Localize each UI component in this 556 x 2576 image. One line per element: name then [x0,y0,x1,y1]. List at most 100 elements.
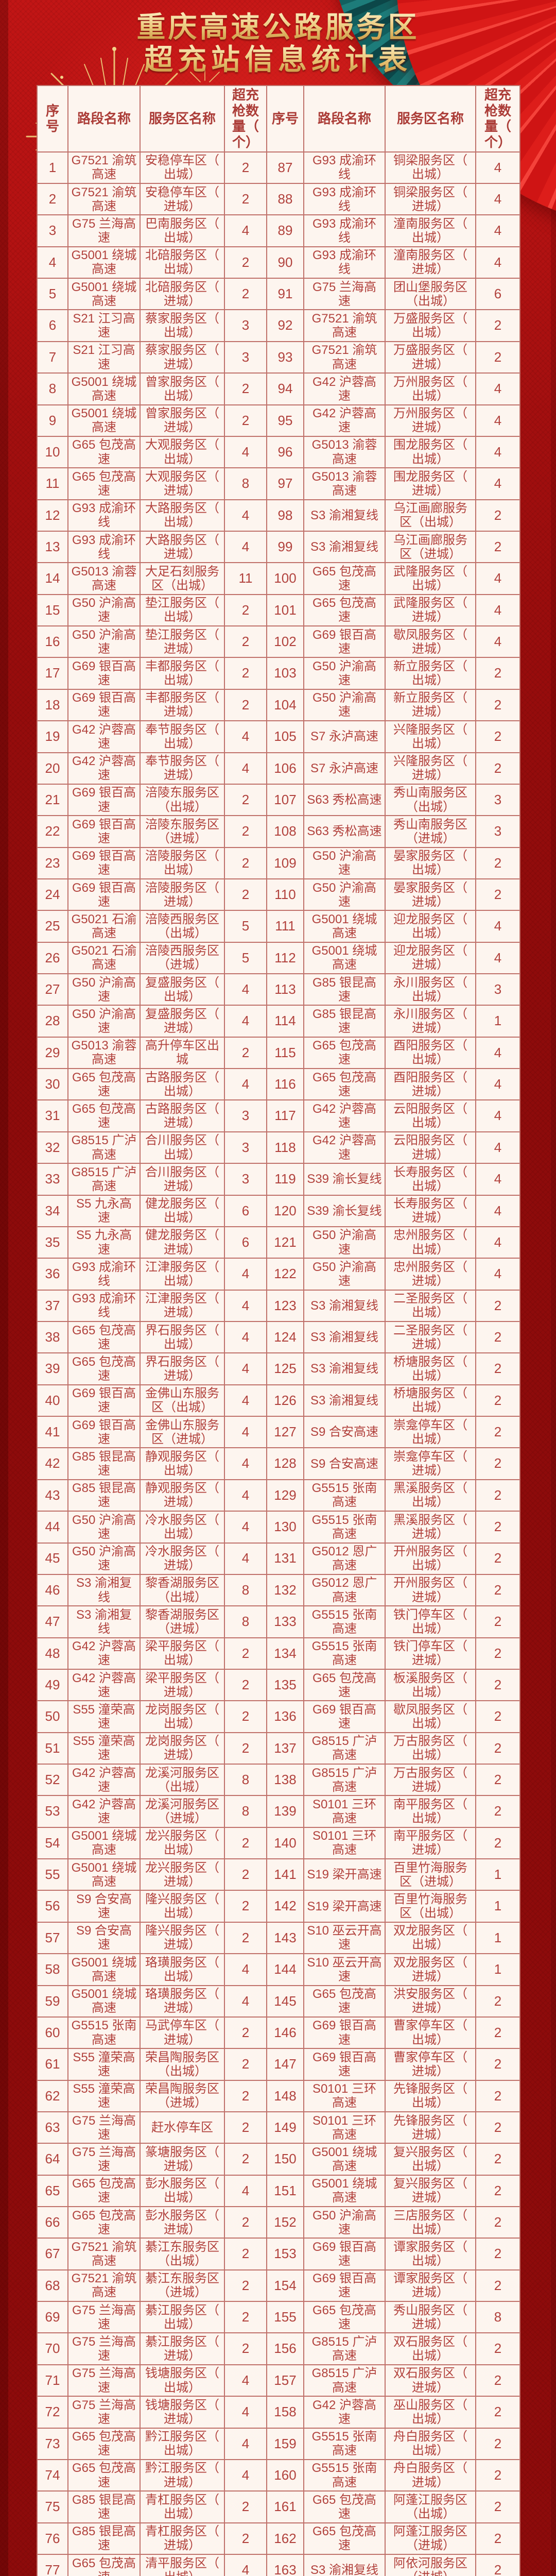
road-name: G50 沪渝高速 [303,688,386,722]
road-name: G75 兰海高速 [303,278,386,311]
road-name: G50 沪渝高速 [303,1226,386,1259]
table-row: 45 G50 沪渝高速 冷水服务区（进城） 4 131 G5012 恩广高速 开州服务区（出… [37,1542,520,1575]
area-name: 曾家服务区（出城） [140,372,225,405]
row-no: 142 [266,1890,304,1923]
row-no: 54 [37,1826,68,1860]
table-row: 36 G93 成渝环线 江津服务区（出城） 4 122 G50 沪渝高速 忠州服务区（进城）… [37,1258,520,1291]
gun-count: 2 [224,2206,267,2239]
area-name: 黎香湖服务区（出城） [140,1573,225,1607]
road-name: S0101 三环高速 [303,2111,386,2144]
road-name: G93 成渝环线 [67,499,141,532]
gun-count: 2 [224,2048,267,2081]
road-name: S63 秀松高速 [303,815,386,848]
road-name: G42 沪蓉高速 [303,404,386,437]
gun-count: 5 [224,910,267,943]
gun-count: 2 [224,594,267,627]
area-name: 綦江东服务区（进城） [140,2269,225,2302]
gun-count: 4 [224,2396,267,2429]
area-name: 马武停车区（进城） [140,2016,225,2049]
road-name: S39 渝长复线 [303,1194,386,1227]
gun-count: 4 [224,1447,267,1480]
area-name: 南平服务区（进城） [385,1826,476,1860]
area-name: 曹家停车区（出城） [385,2016,476,2049]
road-name: S0101 三环高速 [303,1795,386,1828]
road-name: G65 包茂高速 [303,2522,386,2555]
row-no: 42 [37,1447,68,1480]
gun-count: 2 [224,846,267,879]
table-row: 17 G69 银百高速 丰都服务区（出城） 2 103 G50 沪渝高速 新立服务区（出城）… [37,657,520,690]
row-no: 8 [37,372,68,405]
area-name: 金佛山东服务区（进城） [140,1416,225,1449]
gun-count: 2 [475,2079,520,2112]
road-name: S10 巫云开高速 [303,1953,386,1986]
row-no: 119 [266,1163,304,1196]
table-row: 73 G65 包茂高速 黔江服务区（出城） 4 159 G5515 张南高速 舟白服务区（出… [37,2427,520,2460]
row-no: 68 [37,2269,68,2302]
gun-count: 3 [475,815,520,848]
road-name: G7521 渝筑高速 [67,2269,141,2302]
row-no: 41 [37,1416,68,1449]
area-name: 冷水服务区（出城） [140,1511,225,1544]
row-no: 113 [266,973,304,1006]
row-no: 138 [266,1764,304,1797]
gun-count: 4 [224,1005,267,1038]
gun-count: 4 [224,1416,267,1449]
road-name: G69 银百高速 [303,2016,386,2049]
area-name: 涪陵服务区（出城） [140,846,225,879]
road-name: G50 沪渝高速 [303,846,386,879]
road-name: S7 永泸高速 [303,720,386,753]
gun-count: 2 [475,2332,520,2365]
gun-count: 3 [224,1163,267,1196]
road-name: G5515 张南高速 [303,2459,386,2492]
row-no: 134 [266,1637,304,1670]
gun-count: 2 [475,1605,520,1638]
table-row: 8 G5001 绕城高速 曾家服务区（出城） 2 94 G42 沪蓉高速 万州服务区（出城）… [37,372,520,405]
row-no: 46 [37,1573,68,1607]
gun-count: 4 [475,1068,520,1101]
table-row: 32 G8515 广泸高速 合川服务区（出城） 3 118 G42 沪蓉高速 云阳服务区（进… [37,1131,520,1164]
road-name: G7521 渝筑高速 [67,151,141,184]
road-name: G7521 渝筑高速 [303,309,386,342]
row-no: 133 [266,1605,304,1638]
row-no: 145 [266,1985,304,2018]
row-no: 90 [266,246,304,279]
row-no: 151 [266,2174,304,2208]
road-name: G42 沪蓉高速 [67,720,141,753]
gun-count: 4 [224,1479,267,1512]
gun-count: 4 [475,1036,520,1070]
road-name: G93 成渝环线 [303,183,386,216]
gun-count: 2 [475,2206,520,2239]
road-name: G42 沪蓉高速 [67,1668,141,1702]
road-name: G65 包茂高速 [303,1036,386,1070]
road-name: G42 沪蓉高速 [303,2396,386,2429]
area-name: 巫山服务区（出城） [385,2396,476,2429]
row-no: 123 [266,1289,304,1322]
gun-count: 2 [224,151,267,184]
road-name: G75 兰海高速 [67,2301,141,2334]
row-no: 107 [266,783,304,817]
table-row: 44 G50 沪渝高速 冷水服务区（出城） 4 130 G5515 张南高速 黑溪服务区（进… [37,1511,520,1544]
area-name: 金佛山东服务区（出城） [140,1384,225,1417]
table-row: 34 S5 九永高速 健龙服务区（出城） 6 120 S39 渝长复线 长寿服务区（进城） 4 [37,1194,520,1227]
gun-count: 2 [224,2016,267,2049]
row-no: 139 [266,1795,304,1828]
row-no: 3 [37,214,68,247]
table-row: 40 G69 银百高速 金佛山东服务区（出城） 4 126 S3 渝湘复线 桥塘服务区（出城… [37,1384,520,1417]
table-row: 14 G5013 渝蓉高速 大足石刻服务区（出城） 11 100 G65 包茂高速 武隆服务… [37,562,520,595]
area-name: 酉阳服务区（进城） [385,1068,476,1101]
row-no: 44 [37,1511,68,1544]
area-name: 崇龛停车区（进城） [385,1447,476,1480]
road-name: G7521 渝筑高速 [303,341,386,374]
area-name: 涪陵服务区（进城） [140,878,225,911]
table-row: 58 G5001 绕城高速 珞璜服务区（出城） 4 144 S10 巫云开高速 双龙服务区（… [37,1953,520,1986]
table-row: 39 G65 包茂高速 界石服务区（进城） 4 125 S3 渝湘复线 桥塘服务区（出城） 2 [37,1352,520,1385]
area-name: 迎龙服务区（出城） [385,910,476,943]
row-no: 52 [37,1764,68,1797]
area-name: 新立服务区（进城） [385,688,476,722]
gun-count: 4 [224,752,267,785]
road-name: G8515 广泸高速 [303,2332,386,2365]
row-no: 143 [266,1921,304,1955]
row-no: 64 [37,2143,68,2176]
table-row: 18 G69 银百高速 丰都服务区（进城） 2 104 G50 沪渝高速 新立服务区（进城）… [37,688,520,722]
